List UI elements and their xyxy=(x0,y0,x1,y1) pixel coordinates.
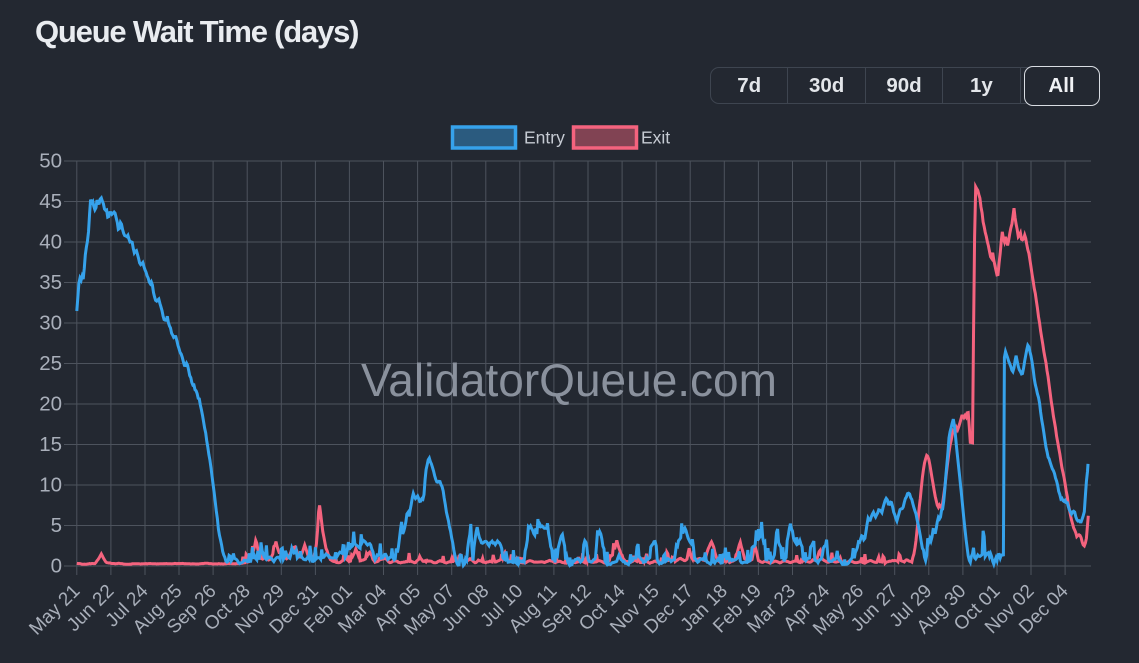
svg-text:40: 40 xyxy=(39,231,62,254)
svg-text:45: 45 xyxy=(39,190,62,213)
svg-text:20: 20 xyxy=(39,393,62,416)
svg-text:30: 30 xyxy=(39,312,62,335)
svg-text:Exit: Exit xyxy=(641,127,670,147)
svg-text:5: 5 xyxy=(51,514,62,537)
svg-text:35: 35 xyxy=(39,271,62,294)
svg-text:50: 50 xyxy=(39,150,62,173)
svg-text:15: 15 xyxy=(39,433,62,456)
svg-text:25: 25 xyxy=(39,352,62,375)
svg-text:10: 10 xyxy=(39,474,62,497)
svg-text:ValidatorQueue.com: ValidatorQueue.com xyxy=(361,354,777,406)
svg-text:0: 0 xyxy=(51,555,62,578)
svg-text:Entry: Entry xyxy=(524,127,565,147)
